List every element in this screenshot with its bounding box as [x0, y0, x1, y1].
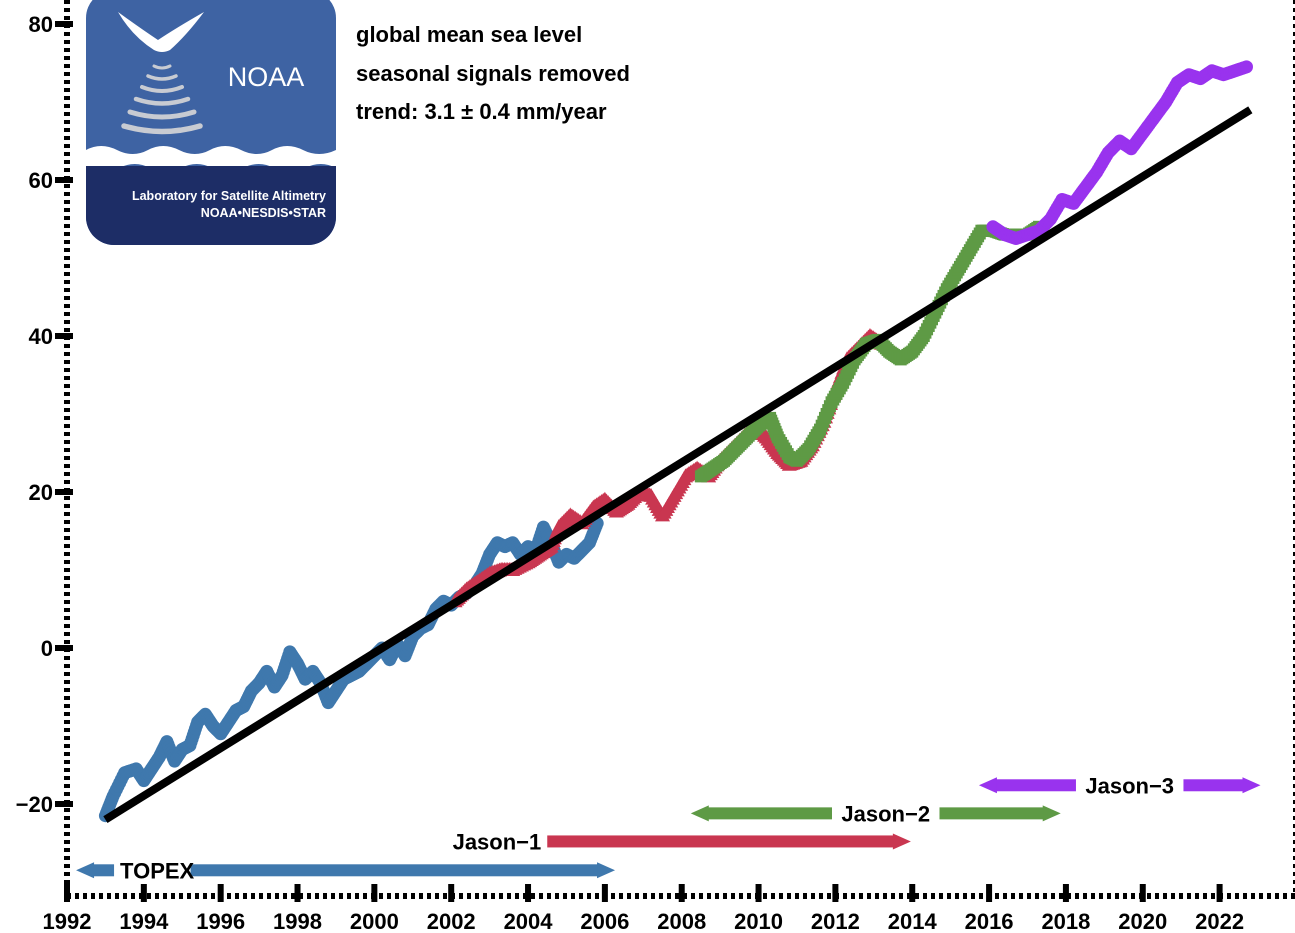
mission-span-1: TOPEX: [76, 858, 616, 883]
y-tick-label: 40: [29, 324, 53, 349]
arrow-left-icon: [76, 862, 95, 879]
x-tick-label: 2006: [580, 909, 629, 933]
arrow-right-icon: [1242, 777, 1261, 794]
x-tick: [294, 884, 301, 902]
x-tick: [448, 884, 455, 902]
trend-line: [103, 106, 1253, 823]
y-tick-label: 60: [29, 168, 53, 193]
x-tick: [140, 884, 147, 902]
x-tick: [909, 884, 916, 902]
mission-label: Jason−3: [1085, 773, 1174, 798]
trend-line-group: [103, 106, 1253, 823]
series-4: [986, 60, 1253, 245]
y-tick: [55, 21, 73, 27]
x-tick-label: 2008: [657, 909, 706, 933]
mission-bar: [547, 835, 897, 848]
mission-label: Jason−1: [453, 829, 542, 854]
x-tick: [755, 884, 762, 902]
annotation-line-3: trend: 3.1 ± 0.4 mm/year: [356, 99, 607, 124]
y-tick: [55, 489, 73, 495]
x-tick: [64, 884, 70, 902]
x-tick-label: 2014: [888, 909, 938, 933]
x-tick: [986, 884, 993, 902]
logo-wave-band: [86, 146, 336, 172]
x-tick-label: 2000: [350, 909, 399, 933]
arrow-right-icon: [1042, 805, 1061, 822]
y-tick: [55, 801, 73, 807]
mission-span-2: Jason−1: [453, 829, 911, 854]
bird-icon: [118, 12, 204, 52]
x-tick: [1216, 884, 1223, 902]
x-tick-label: 2020: [1118, 909, 1167, 933]
mission-span-3: Jason−2: [690, 801, 1061, 826]
x-tick-label: 2010: [734, 909, 783, 933]
x-tick-label: 2022: [1195, 909, 1244, 933]
mission-label: TOPEX: [120, 858, 195, 883]
x-tick-label: 2012: [811, 909, 860, 933]
axes: 80 60 40 20 0 −20 1992 1994 1996 1998 2000 2002 2004…: [16, 0, 1295, 933]
mission-span-4: Jason−3: [978, 773, 1261, 798]
mission-bar: [190, 864, 602, 877]
data-marks: [98, 60, 1253, 823]
logo-subtitle-1: Laboratory for Satellite Altimetry: [132, 189, 326, 203]
arrow-right-icon: [597, 862, 616, 879]
x-tick: [678, 884, 685, 902]
x-tick: [525, 884, 532, 902]
mission-bar: [939, 807, 1047, 820]
x-tick-label: 2002: [427, 909, 476, 933]
y-tick-label: −20: [16, 792, 53, 817]
noaa-logo: NOAA Laboratory for Satellite Altimetry …: [86, 0, 336, 245]
x-tick-label: 1994: [119, 909, 169, 933]
data-point: [1239, 60, 1253, 74]
x-tick-label: 2018: [1041, 909, 1090, 933]
y-tick: [55, 333, 73, 339]
x-tick: [1062, 884, 1069, 902]
x-tick: [1139, 884, 1146, 902]
arrow-left-icon: [978, 777, 997, 794]
arrow-right-icon: [892, 833, 911, 850]
mission-bar: [1183, 779, 1247, 792]
x-tick-label: 1992: [43, 909, 92, 933]
x-tick: [371, 884, 378, 902]
annotation-line-2: seasonal signals removed: [356, 61, 630, 86]
x-tick-label: 1996: [196, 909, 245, 933]
mission-bar: [90, 864, 115, 877]
y-tick: [55, 177, 73, 183]
logo-subtitle-2: NOAA•NESDIS•STAR: [201, 206, 326, 220]
mission-bar: [704, 807, 832, 820]
x-tick-label: 2016: [965, 909, 1014, 933]
mission-bar: [992, 779, 1076, 792]
x-tick-label: 1998: [273, 909, 322, 933]
logo-bottom-panel: [86, 166, 336, 245]
x-tick-label: 2004: [504, 909, 554, 933]
series-1: [98, 516, 604, 823]
logo-title: NOAA: [228, 62, 305, 92]
x-tick: [217, 884, 224, 902]
mission-spans: TOPEX Jason−1 Jason−2 Jason−3: [76, 773, 1261, 883]
arrow-left-icon: [690, 805, 709, 822]
mission-label: Jason−2: [841, 801, 930, 826]
signal-waves-icon: [121, 64, 203, 135]
y-tick-label: 80: [29, 12, 53, 37]
series-3: [694, 220, 1046, 483]
x-tick: [601, 884, 608, 902]
annotation-line-1: global mean sea level: [356, 22, 582, 47]
y-tick-label: 0: [41, 636, 53, 661]
y-tick: [55, 645, 73, 651]
y-tick-label: 20: [29, 480, 53, 505]
x-tick: [832, 884, 839, 902]
